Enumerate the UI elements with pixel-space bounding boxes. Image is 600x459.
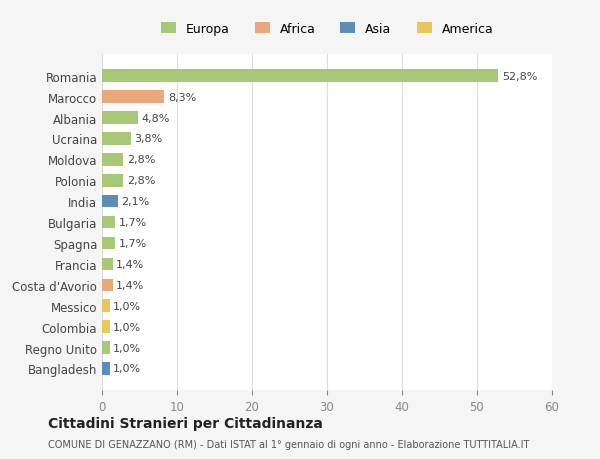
Bar <box>102 258 113 271</box>
Text: 1,0%: 1,0% <box>113 364 142 374</box>
Text: COMUNE DI GENAZZANO (RM) - Dati ISTAT al 1° gennaio di ogni anno - Elaborazione : COMUNE DI GENAZZANO (RM) - Dati ISTAT al… <box>48 440 529 449</box>
Text: 1,0%: 1,0% <box>113 343 142 353</box>
Text: 1,7%: 1,7% <box>119 239 147 248</box>
Bar <box>102 363 110 375</box>
Bar <box>102 91 164 104</box>
Text: 1,0%: 1,0% <box>113 322 142 332</box>
Bar <box>102 112 138 124</box>
Text: 1,7%: 1,7% <box>119 218 147 228</box>
Text: Cittadini Stranieri per Cittadinanza: Cittadini Stranieri per Cittadinanza <box>48 416 323 430</box>
Bar <box>102 279 113 291</box>
Bar <box>102 196 118 208</box>
Text: 2,8%: 2,8% <box>127 155 155 165</box>
Legend: Europa, Africa, Asia, America: Europa, Africa, Asia, America <box>155 18 499 41</box>
Bar <box>102 321 110 333</box>
Text: 52,8%: 52,8% <box>502 72 537 82</box>
Text: 2,1%: 2,1% <box>122 197 150 207</box>
Bar <box>102 174 123 187</box>
Text: 8,3%: 8,3% <box>168 92 196 102</box>
Bar <box>102 300 110 312</box>
Bar <box>102 133 131 146</box>
Text: 1,0%: 1,0% <box>113 301 142 311</box>
Text: 3,8%: 3,8% <box>134 134 163 144</box>
Bar <box>102 154 123 166</box>
Text: 1,4%: 1,4% <box>116 259 145 269</box>
Bar <box>102 341 110 354</box>
Bar <box>102 70 498 83</box>
Text: 1,4%: 1,4% <box>116 280 145 290</box>
Bar <box>102 237 115 250</box>
Text: 2,8%: 2,8% <box>127 176 155 186</box>
Bar <box>102 216 115 229</box>
Text: 4,8%: 4,8% <box>142 113 170 123</box>
